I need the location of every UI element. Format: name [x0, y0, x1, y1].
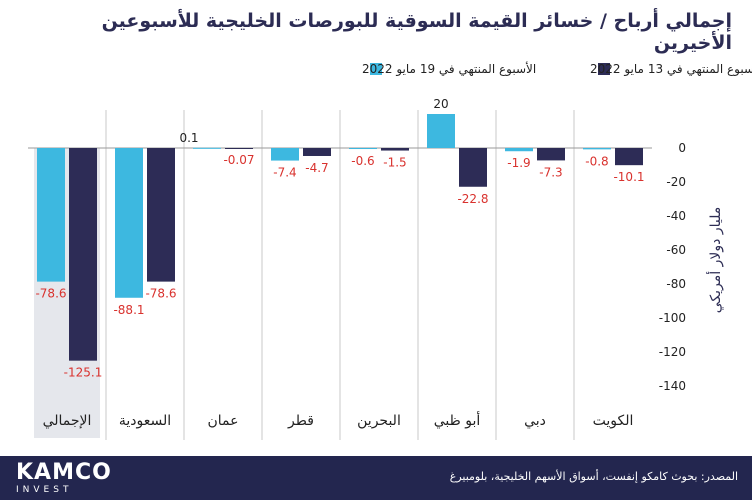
category-label: الإجمالي — [43, 413, 92, 429]
y-tick-label: -120 — [659, 345, 686, 359]
bar — [271, 148, 299, 161]
y-tick-label: -20 — [666, 175, 686, 189]
category-label: عمان — [208, 413, 239, 429]
y-tick-label: 0 — [678, 141, 686, 155]
category-label: دبي — [524, 413, 546, 429]
bar — [381, 148, 409, 151]
bar — [303, 148, 331, 156]
bar — [615, 148, 643, 166]
category-label: السعودية — [119, 413, 171, 429]
bar-value-label: -7.3 — [539, 165, 562, 179]
bar — [505, 148, 533, 152]
legend-swatch — [598, 63, 610, 75]
bar — [459, 148, 487, 187]
bar — [147, 148, 175, 282]
bar — [349, 148, 377, 150]
logo-main-text: KAMCO — [16, 460, 112, 485]
source-note: المصدر: بحوث كامكو إنفست، أسواق الأسهم ا… — [449, 470, 738, 483]
legend-label: الأسبوع المنتهي في 19 مايو 2022 — [362, 61, 536, 77]
bar-value-label: -78.6 — [35, 287, 66, 301]
bar — [193, 147, 221, 149]
bar-value-label: -4.7 — [305, 161, 328, 175]
bar-chart: 0 -20 -40 -60 -80 -100 -120 -140 -10.1 -0.8 الكويت… — [28, 61, 752, 440]
legend-label: الأسبوع المنتهي في 13 مايو 2022 — [590, 61, 752, 77]
bar-value-label: -88.1 — [113, 303, 144, 317]
footer-bar: KAMCO INVEST المصدر: بحوث كامكو إنفست، أ… — [0, 456, 752, 500]
category-label: أبو ظبي — [434, 411, 481, 429]
bar-value-label: -10.1 — [613, 170, 644, 184]
bar-value-label: -22.8 — [457, 192, 488, 206]
logo-sub-text: INVEST — [16, 485, 73, 495]
y-tick-label: -140 — [659, 379, 686, 393]
chart-title: إجمالي أرباح / خسائر القيمة السوقية للبو… — [101, 10, 732, 54]
bar — [37, 148, 65, 282]
bar — [427, 114, 455, 148]
kamco-logo: KAMCO INVEST — [16, 460, 112, 496]
bar-value-label: -1.9 — [507, 156, 530, 170]
bar — [225, 148, 253, 149]
bar-value-label: 0.1 — [179, 131, 198, 145]
bar-value-label: -78.6 — [145, 287, 176, 301]
y-axis-label: مليار دولار أمريكي — [708, 206, 724, 314]
bar-value-label: -0.6 — [351, 154, 374, 168]
bar-value-label: -7.4 — [273, 166, 296, 180]
bar — [583, 148, 611, 150]
category-label: قطر — [287, 413, 314, 429]
category-label: البحرين — [357, 413, 401, 429]
bar — [537, 148, 565, 161]
legend-swatch — [370, 63, 382, 75]
bar — [69, 148, 97, 361]
bar — [115, 148, 143, 298]
y-tick-label: -40 — [666, 209, 686, 223]
category-label: الكويت — [593, 413, 634, 429]
bar-value-label: -0.07 — [223, 153, 254, 167]
bar-value-label: -0.8 — [585, 154, 608, 168]
y-tick-label: -100 — [659, 311, 686, 325]
y-tick-label: -60 — [666, 243, 686, 257]
bar-value-label: 20 — [433, 97, 448, 111]
bar-value-label: -125.1 — [64, 366, 103, 380]
y-tick-label: -80 — [666, 277, 686, 291]
bar-value-label: -1.5 — [383, 156, 406, 170]
